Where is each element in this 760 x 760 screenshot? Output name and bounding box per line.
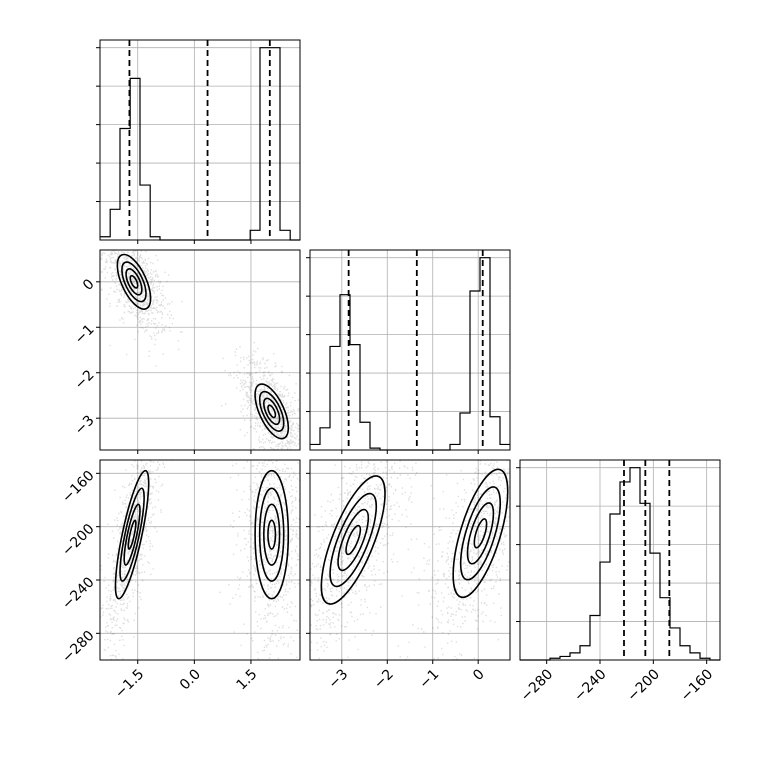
joint-0-2-contour-0-1 — [119, 487, 145, 582]
hist-1-frame — [309, 249, 511, 451]
joint-0-1-contour-0-0 — [116, 253, 152, 310]
joint-0-1-contour-1-1 — [258, 390, 285, 432]
x-tick-label-param1-2: −1 — [416, 666, 442, 692]
joint-1-2-contour-1-0 — [452, 468, 509, 599]
x-tick-label-param2-1: −240 — [571, 666, 610, 705]
joint-0-2-content — [100, 460, 300, 660]
joint-panel-0-2 — [96, 459, 301, 664]
joint-1-2-contour-1-2 — [466, 502, 495, 565]
joint-0-1-contour-1-2 — [263, 397, 281, 426]
joint-panel-1-2 — [306, 459, 511, 664]
joint-1-2-contour-1-1 — [459, 486, 502, 581]
joint-0-2-contour-1-1 — [258, 487, 285, 582]
joint-1-2-contour-0-2 — [337, 508, 370, 572]
y-tick-label-param1-2: −1 — [72, 322, 98, 348]
joint-panel-0-1 — [96, 249, 301, 454]
joint-1-2-contour-0-1 — [329, 492, 378, 588]
joint-0-2-contour-0-3 — [127, 519, 137, 550]
hist-2-steps — [520, 467, 720, 661]
joint-0-2-contour-0-0 — [114, 469, 150, 600]
hist-1-steps — [310, 257, 510, 451]
hist-panel-2 — [516, 459, 721, 664]
x-tick-label-param0-2: 1.5 — [233, 666, 260, 693]
joint-1-2-content — [310, 460, 510, 660]
joint-0-2-contour-1-0 — [254, 469, 290, 600]
joint-0-1-contour-0-3 — [129, 274, 139, 289]
x-tick-label-param0-0: −1.5 — [112, 666, 147, 701]
joint-0-2-samples-1 — [219, 460, 300, 660]
y-tick-label-param1-0: −3 — [72, 413, 98, 439]
joint-0-1-frame — [99, 249, 301, 451]
joint-0-1-contour-1-3 — [267, 404, 277, 419]
x-tick-label-param2-3: −160 — [678, 666, 717, 705]
x-tick-label-param2-2: −200 — [624, 666, 663, 705]
joint-0-2-contour-1-2 — [263, 503, 281, 566]
x-tick-label-param1-0: −3 — [326, 666, 352, 692]
joint-1-2-contour-1-3 — [473, 518, 488, 549]
y-tick-label-param2-3: −160 — [59, 468, 98, 507]
joint-0-2-contour-1-3 — [267, 519, 277, 550]
hist-0-frame — [99, 39, 301, 241]
joint-0-1-content — [100, 250, 300, 450]
joint-1-2-samples-0 — [310, 460, 432, 660]
joint-0-2-samples-0 — [100, 460, 174, 660]
joint-0-2-contour-0-2 — [123, 503, 141, 566]
y-tick-label-param2-0: −280 — [59, 628, 98, 667]
y-tick-label-param1-3: 0 — [80, 276, 98, 294]
x-tick-label-param1-1: −2 — [371, 666, 397, 692]
y-tick-label-param2-2: −200 — [59, 521, 98, 560]
hist-panel-1 — [306, 249, 511, 454]
joint-1-2-samples-1 — [396, 460, 510, 660]
joint-0-2-frame — [99, 459, 301, 661]
joint-0-1-contour-0-1 — [121, 261, 147, 303]
x-tick-label-param2-0: −280 — [518, 666, 557, 705]
joint-0-1-samples-1 — [221, 342, 300, 450]
y-tick-label-param1-1: −2 — [72, 367, 98, 393]
y-tick-label-param2-1: −240 — [59, 574, 98, 613]
joint-0-1-contour-0-2 — [125, 268, 143, 296]
joint-0-1-contour-1-0 — [254, 383, 290, 440]
joint-1-2-contour-0-0 — [320, 475, 386, 605]
joint-1-2-frame — [309, 459, 511, 661]
joint-1-2-contour-0-3 — [345, 524, 362, 556]
x-tick-label-param0-1: 0.0 — [177, 666, 204, 693]
x-tick-label-param1-3: 0 — [470, 666, 488, 684]
hist-panel-0 — [96, 39, 301, 244]
hist-2-frame — [519, 459, 721, 661]
